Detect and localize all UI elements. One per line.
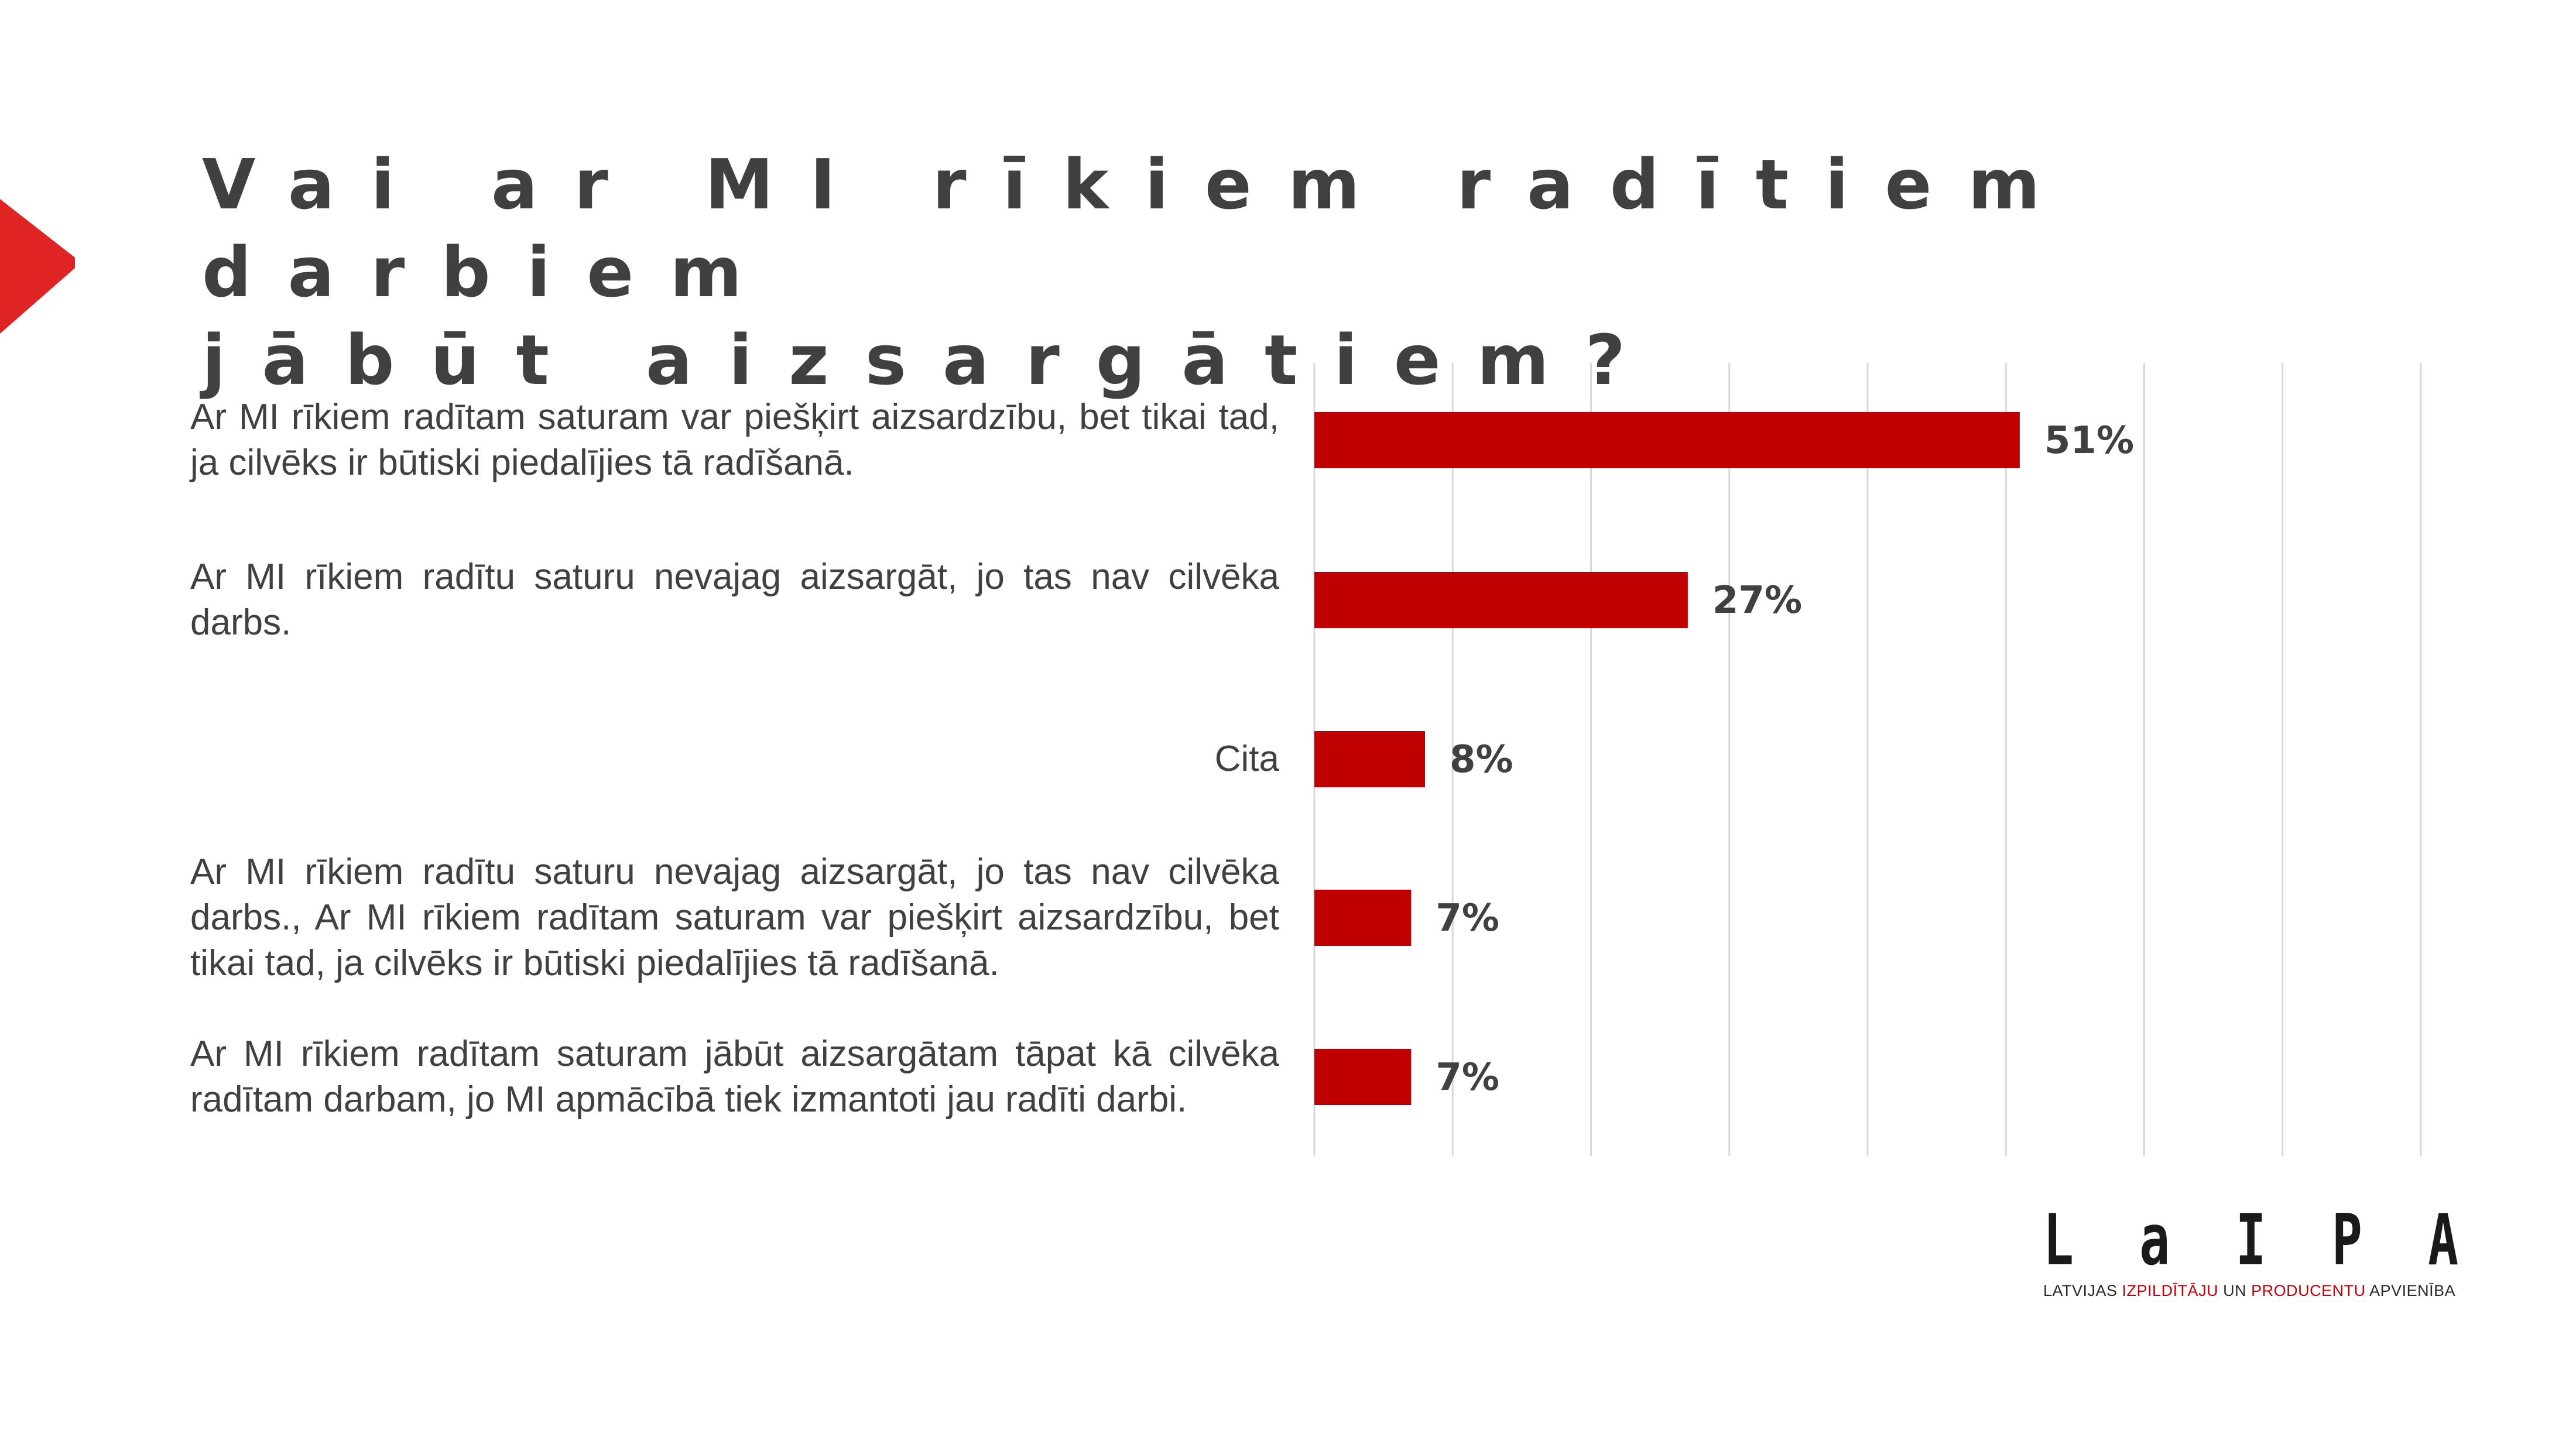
bar <box>1314 412 2020 468</box>
bar-value-label: 8% <box>1450 738 1513 781</box>
bar <box>1314 1049 1412 1105</box>
bar-value-label: 7% <box>1436 897 1499 940</box>
category-label: Cita <box>1214 739 1279 779</box>
category-label: Ar MI rīkiem radītu saturu nevajag aizsa… <box>190 557 1279 643</box>
logo-letter: I <box>2235 1200 2266 1281</box>
logo-letter: A <box>2428 1200 2459 1281</box>
logo-letter: P <box>2331 1200 2362 1281</box>
chart-value-labels: 51% 27% 8% 7% 7% <box>1436 419 2134 1099</box>
bar <box>1314 572 1688 628</box>
logo-letter: L <box>2043 1200 2074 1281</box>
logo-letter: a <box>2139 1200 2170 1281</box>
logo-tagline-part: LATVIJAS <box>2043 1282 2122 1299</box>
logo-tagline-part: UN <box>2218 1282 2252 1299</box>
logo-tagline-part: PRODUCENTU <box>2251 1282 2366 1299</box>
bar <box>1314 731 1425 787</box>
category-label: Ar MI rīkiem radītam saturam var piešķir… <box>190 397 1279 483</box>
accent-triangle-decoration <box>0 199 75 334</box>
logo-tagline: LATVIJAS IZPILDĪTĀJU UN PRODUCENTU APVIE… <box>2043 1282 2459 1300</box>
bar <box>1314 890 1412 946</box>
chart-bars <box>1314 412 2020 1105</box>
chart-gridlines <box>1313 363 2422 1156</box>
logo-tagline-part: IZPILDĪTĀJU <box>2122 1282 2219 1299</box>
slide-title: Vai ar MI rīkiem radītiem darbiem jābūt … <box>202 144 2077 400</box>
bar-value-label: 7% <box>1436 1056 1499 1099</box>
category-label: Ar MI rīkiem radītu saturu nevajag aizsa… <box>190 852 1279 983</box>
bar-value-label: 27% <box>1712 579 1802 622</box>
logo-tagline-part: APVIENĪBA <box>2365 1282 2456 1299</box>
category-label: Ar MI rīkiem radītam saturam jābūt aizsa… <box>190 1034 1279 1120</box>
bar-value-label: 51% <box>2044 419 2134 462</box>
